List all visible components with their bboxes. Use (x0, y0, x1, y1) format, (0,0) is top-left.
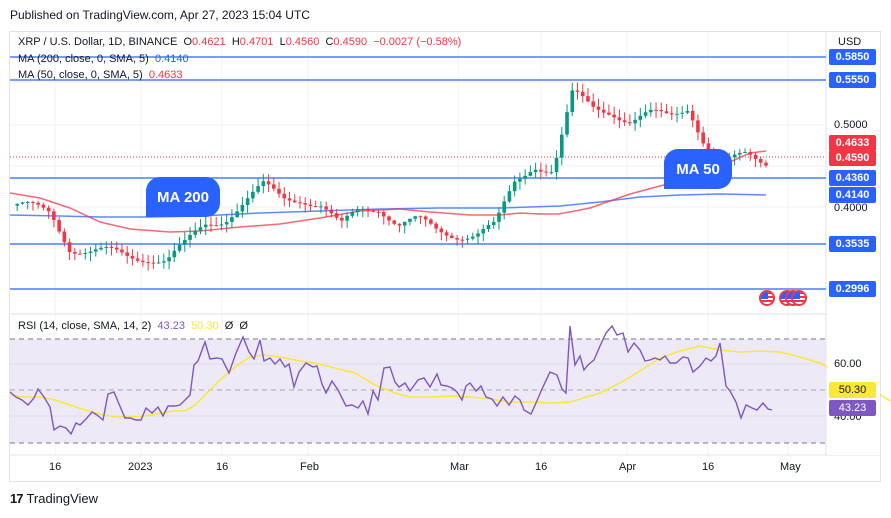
time-label: Apr (619, 461, 637, 473)
ma50-annotation[interactable]: MA 50 (664, 149, 732, 189)
last-price-tag: 0.4590 (829, 150, 876, 166)
ma200-tag: 0.4140 (829, 187, 876, 203)
time-label: 16 (702, 461, 715, 473)
ma50-legend[interactable]: MA (50, close, 0, SMA, 5) 0.4633 (18, 69, 183, 81)
rsi-ma-value: 50.30 (191, 320, 219, 332)
symbol-title: XRP / U.S. Dollar, 1D, BINANCE (18, 36, 178, 48)
time-label: Feb (300, 461, 319, 473)
level-tag: 0.2996 (829, 281, 876, 297)
level-tag: 0.5850 (829, 49, 876, 65)
tradingview-branding[interactable]: 17 TradingView (10, 491, 98, 506)
tradingview-logo-icon: 17 (10, 491, 24, 506)
ma200-line (9, 193, 767, 218)
rsi-tick: 60.00 (834, 358, 862, 370)
close-value: 0.4590 (333, 36, 368, 48)
time-label: 16 (216, 461, 229, 473)
currency-label: USD (838, 36, 862, 48)
time-label: May (780, 461, 801, 473)
rsi-band-lines (10, 338, 826, 444)
price-tick: 0.4000 (834, 202, 868, 214)
level-tag: 0.3535 (829, 236, 876, 252)
level-tag: 0.5550 (829, 72, 876, 88)
time-label: 16 (535, 461, 548, 473)
open-value: 0.4621 (192, 36, 226, 48)
time-label: 2023 (128, 461, 153, 473)
rsi-band (10, 339, 826, 443)
ma50-tag: 0.4633 (829, 135, 876, 151)
candlestick-series (15, 82, 768, 271)
time-label: 16 (49, 461, 62, 473)
ma200-legend[interactable]: MA (200, close, 0, SMA, 5) 0.4140 (18, 53, 189, 65)
price-tick: 0.5000 (834, 119, 868, 131)
rsi-ma-line (9, 345, 891, 418)
symbol-legend[interactable]: XRP / U.S. Dollar, 1D, BINANCE O0.4621 H… (18, 36, 462, 48)
published-timestamp: Published on TradingView.com, Apr 27, 20… (10, 8, 310, 22)
rsi-line (9, 324, 773, 436)
us-flag-event-icon[interactable] (791, 290, 807, 306)
change-value: −0.0027 (−0.58%) (373, 36, 462, 48)
chart-frame (9, 31, 881, 482)
low-value: 0.4560 (285, 36, 320, 48)
us-flag-event-icon[interactable] (759, 290, 775, 306)
ma200-annotation[interactable]: MA 200 (146, 177, 220, 217)
ma50-line (9, 150, 767, 233)
brand-name: TradingView (26, 491, 99, 506)
rsi-value: 43.23 (157, 320, 185, 332)
ma50-value: 0.4633 (148, 69, 183, 81)
rsi-ma-tag: 50.30 (829, 382, 876, 398)
rsi-tag: 43.23 (829, 400, 876, 416)
ma200-value: 0.4140 (154, 53, 189, 65)
high-value: 0.4701 (239, 36, 274, 48)
rsi-legend[interactable]: RSI (14, close, SMA, 14, 2) 43.23 50.30 … (18, 320, 248, 332)
time-label: Mar (450, 461, 469, 473)
level-tag: 0.4360 (829, 170, 876, 186)
